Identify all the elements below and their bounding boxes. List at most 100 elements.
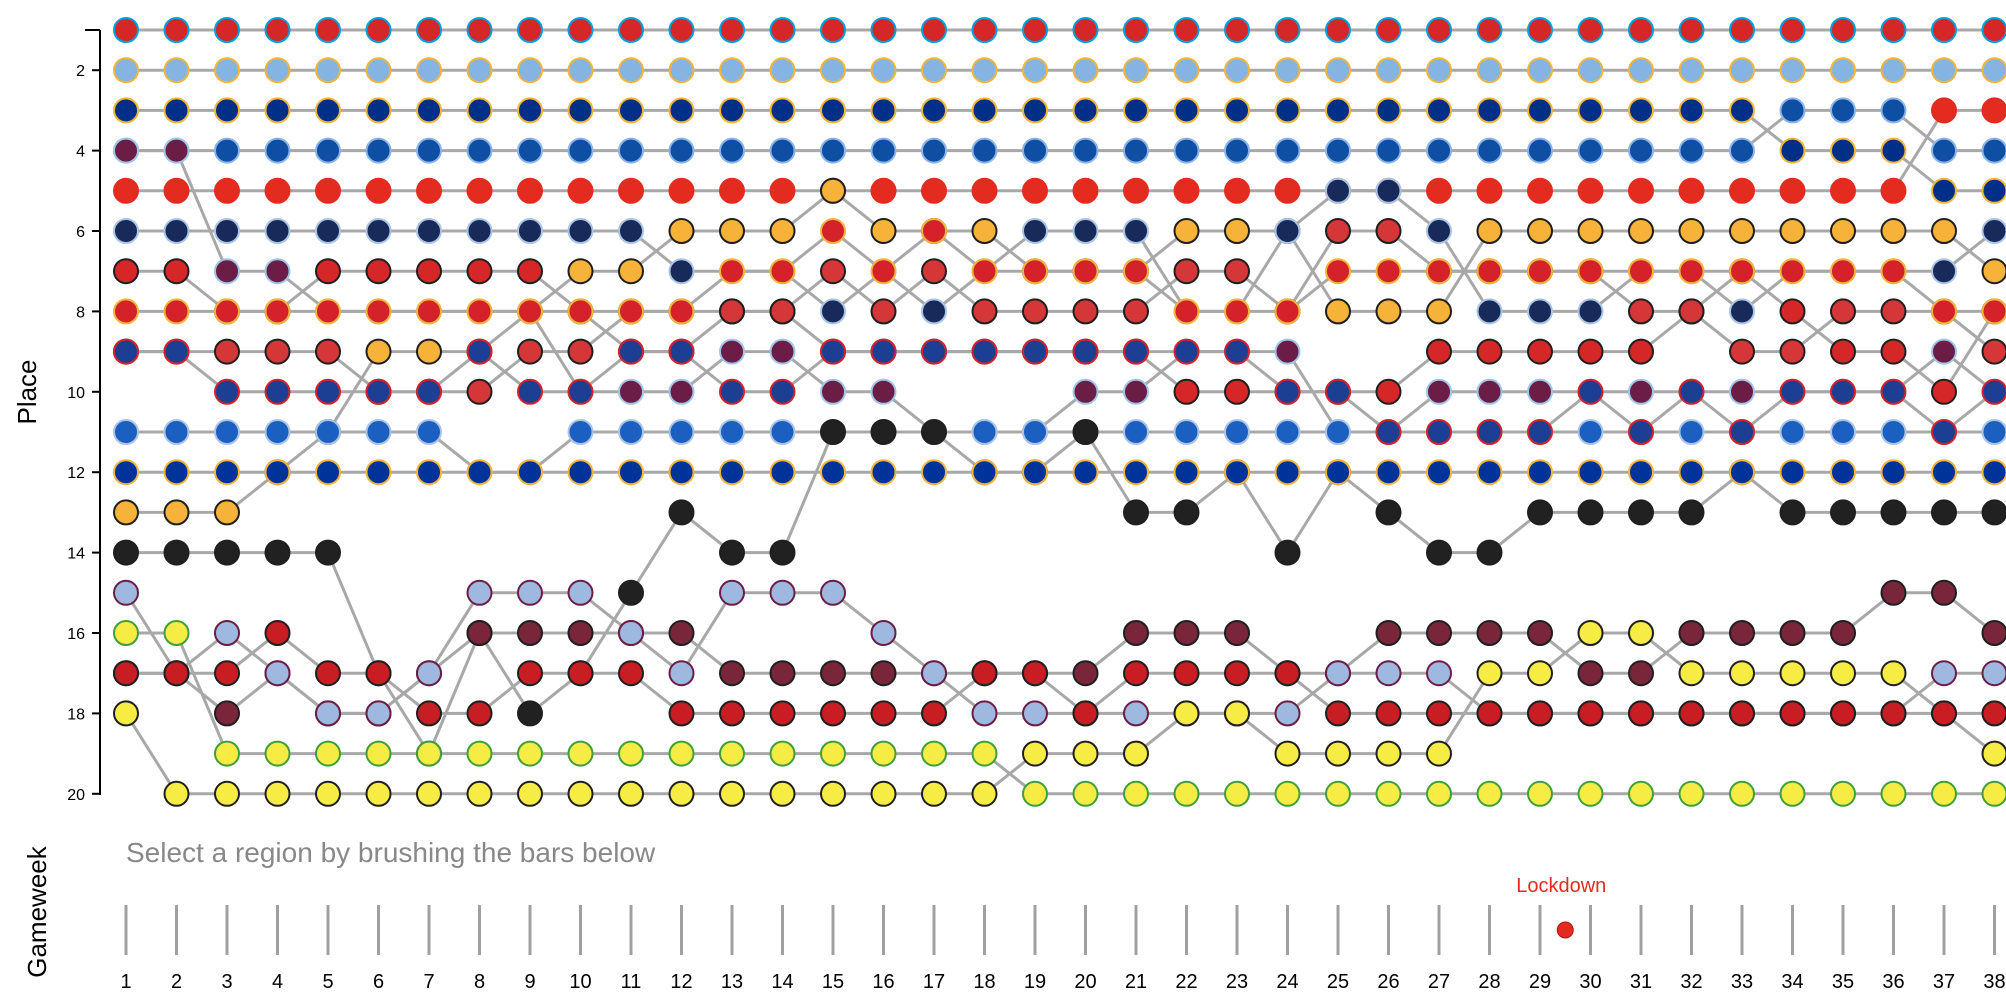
rank-dot[interactable] <box>1426 258 1452 285</box>
rank-dot[interactable] <box>971 258 998 285</box>
rank-dot[interactable] <box>1527 17 1553 43</box>
rank-dot[interactable] <box>1072 700 1099 727</box>
rank-dot[interactable] <box>1678 780 1705 807</box>
rank-dot[interactable] <box>820 17 846 43</box>
rank-dot[interactable] <box>1628 419 1654 445</box>
rank-dot[interactable] <box>264 378 291 405</box>
rank-dot[interactable] <box>1325 177 1351 204</box>
rank-dot[interactable] <box>1123 740 1149 767</box>
rank-dot[interactable] <box>1880 338 1907 365</box>
rank-dot[interactable] <box>1224 17 1250 43</box>
rank-dot[interactable] <box>1981 740 2006 767</box>
rank-dot[interactable] <box>113 419 139 445</box>
rank-dot[interactable] <box>820 660 846 687</box>
rank-dot[interactable] <box>1577 338 1604 365</box>
rank-dot[interactable] <box>1779 499 1806 526</box>
rank-dot[interactable] <box>1880 218 1907 244</box>
rank-dot[interactable] <box>365 137 392 164</box>
rank-dot[interactable] <box>870 780 897 807</box>
rank-dot[interactable] <box>214 338 240 365</box>
rank-dot[interactable] <box>113 539 139 566</box>
rank-dot[interactable] <box>921 700 947 727</box>
rank-dot[interactable] <box>517 740 543 767</box>
rank-dot[interactable] <box>1426 459 1452 486</box>
rank-dot[interactable] <box>921 459 947 486</box>
rank-dot[interactable] <box>113 660 139 687</box>
rank-dot[interactable] <box>315 660 341 687</box>
rank-dot[interactable] <box>1880 97 1907 124</box>
rank-dot[interactable] <box>618 258 644 285</box>
rank-dot[interactable] <box>214 419 240 445</box>
rank-dot[interactable] <box>1830 780 1856 807</box>
rank-dot[interactable] <box>1729 419 1755 445</box>
rank-dot[interactable] <box>163 97 190 124</box>
rank-dot[interactable] <box>668 620 695 646</box>
rank-dot[interactable] <box>668 258 695 285</box>
rank-dot[interactable] <box>1476 419 1503 445</box>
rank-dot[interactable] <box>769 459 796 486</box>
rank-dot[interactable] <box>719 137 745 164</box>
rank-dot[interactable] <box>1931 780 1957 807</box>
rank-dot[interactable] <box>416 258 442 285</box>
rank-dot[interactable] <box>416 338 442 365</box>
rank-dot[interactable] <box>113 298 139 325</box>
rank-dot[interactable] <box>1375 258 1402 285</box>
rank-dot[interactable] <box>1729 17 1755 43</box>
rank-dot[interactable] <box>1325 419 1351 445</box>
rank-dot[interactable] <box>1072 218 1099 244</box>
rank-dot[interactable] <box>1527 419 1553 445</box>
rank-dot[interactable] <box>1577 258 1604 285</box>
rank-dot[interactable] <box>1729 660 1755 687</box>
rank-dot[interactable] <box>769 378 796 405</box>
rank-dot[interactable] <box>1628 378 1654 405</box>
rank-dot[interactable] <box>1931 137 1957 164</box>
rank-dot[interactable] <box>1173 499 1200 526</box>
rank-dot[interactable] <box>264 57 291 84</box>
rank-dot[interactable] <box>1527 620 1553 646</box>
rank-dot[interactable] <box>1880 419 1907 445</box>
rank-dot[interactable] <box>921 419 947 445</box>
rank-dot[interactable] <box>1325 298 1351 325</box>
rank-dot[interactable] <box>1577 459 1604 486</box>
rank-dot[interactable] <box>971 177 998 204</box>
rank-dot[interactable] <box>1224 97 1250 124</box>
rank-dot[interactable] <box>1325 780 1351 807</box>
rank-dot[interactable] <box>1678 419 1705 445</box>
rank-dot[interactable] <box>517 620 543 646</box>
rank-dot[interactable] <box>1729 258 1755 285</box>
rank-dot[interactable] <box>214 298 240 325</box>
rank-dot[interactable] <box>163 419 190 445</box>
rank-dot[interactable] <box>1577 419 1604 445</box>
rank-dot[interactable] <box>1628 137 1654 164</box>
rank-dot[interactable] <box>1173 780 1200 807</box>
rank-dot[interactable] <box>517 137 543 164</box>
rank-dot[interactable] <box>1981 218 2006 244</box>
rank-dot[interactable] <box>567 97 594 124</box>
rank-dot[interactable] <box>1022 57 1048 84</box>
rank-dot[interactable] <box>769 137 796 164</box>
rank-dot[interactable] <box>1476 539 1503 566</box>
rank-dot[interactable] <box>1426 660 1452 687</box>
rank-dot[interactable] <box>1729 298 1755 325</box>
rank-dot[interactable] <box>163 499 190 526</box>
rank-dot[interactable] <box>1072 298 1099 325</box>
rank-dot[interactable] <box>1173 17 1200 43</box>
rank-dot[interactable] <box>365 57 392 84</box>
rank-dot[interactable] <box>870 660 897 687</box>
rank-dot[interactable] <box>1476 459 1503 486</box>
rank-dot[interactable] <box>1628 499 1654 526</box>
rank-dot[interactable] <box>1375 218 1402 244</box>
rank-dot[interactable] <box>769 579 796 606</box>
rank-dot[interactable] <box>618 177 644 204</box>
gameweek-brush[interactable] <box>124 905 1996 955</box>
rank-dot[interactable] <box>315 258 341 285</box>
rank-dot[interactable] <box>214 459 240 486</box>
rank-dot[interactable] <box>264 177 291 204</box>
rank-dot[interactable] <box>668 419 695 445</box>
rank-dot[interactable] <box>1173 620 1200 646</box>
rank-dot[interactable] <box>1072 419 1099 445</box>
rank-dot[interactable] <box>1678 258 1705 285</box>
rank-dot[interactable] <box>1779 137 1806 164</box>
rank-dot[interactable] <box>921 17 947 43</box>
rank-dot[interactable] <box>618 17 644 43</box>
